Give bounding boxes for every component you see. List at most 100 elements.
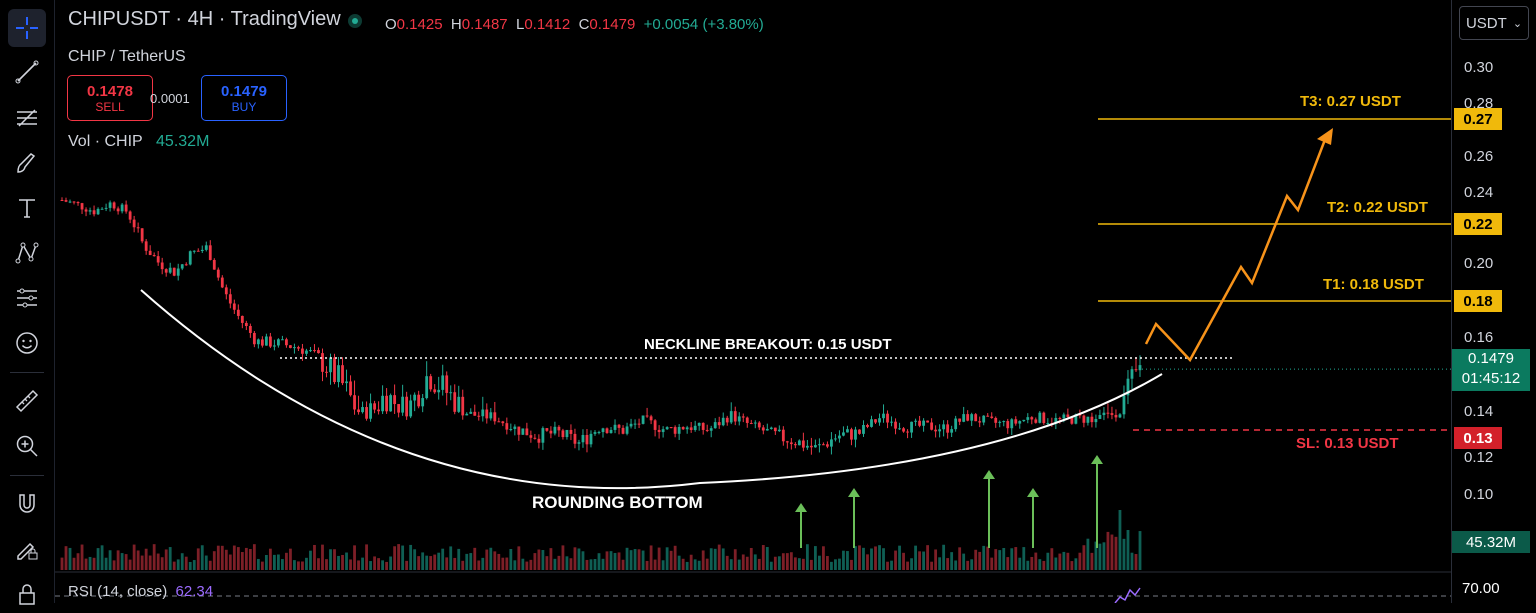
volume-bar [64,546,68,570]
candle-body [104,207,108,209]
volume-bar [260,561,264,570]
candle-body [541,428,545,443]
buy-price: 0.1479 [221,82,267,100]
prediction-icon[interactable] [8,279,46,317]
candle-body [793,444,797,446]
volume-bar [333,549,336,570]
candle-body [260,339,264,346]
candle-body [974,414,978,422]
candle-body [705,429,709,431]
candle-body [813,445,817,448]
volume-bar [84,558,88,570]
volume-bar [473,547,477,570]
volume-bar [701,550,705,570]
candle-body [248,326,252,333]
candle-body [962,414,966,422]
candle-body [765,428,769,431]
volume-bar [353,545,356,570]
zoom-in-icon[interactable] [8,427,46,465]
candle-body [200,249,204,252]
volume-bar [305,557,308,570]
candle-body [152,255,156,257]
fib-icon[interactable] [8,99,46,137]
market-status-icon[interactable] [348,14,362,28]
candle-body [533,437,537,439]
candle-body [737,416,741,422]
candle-body [425,376,429,399]
candle-body [461,396,465,416]
candle-body [513,426,517,429]
buy-label: BUY [231,99,257,114]
volume-bar [1098,543,1102,570]
volume-bar [818,555,821,570]
candle-body [1054,417,1058,424]
candle-body [761,427,765,431]
candle-body [365,407,368,419]
price-axis[interactable]: USDT ⌄ 0.30 0.28 0.26 0.24 0.20 0.16 0.1… [1451,0,1536,603]
neckline-label: NECKLINE BREAKOUT: 0.15 USDT [644,336,892,353]
candle-body [733,411,737,422]
rsi-legend[interactable]: RSI (14, close) 62.34 [68,583,213,600]
volume-bar [998,550,1002,570]
candle-body [1114,414,1118,418]
candle-body [277,339,280,346]
candle-body [725,417,729,423]
pattern-label: ROUNDING BOTTOM [532,493,703,512]
volume-bar [485,549,489,570]
candle-body [645,415,649,417]
target-3-price-tag: 0.27 [1454,108,1502,130]
candle-body [264,336,268,346]
volume-bar [1130,552,1134,570]
candle-body [822,444,825,446]
brush-icon[interactable] [8,144,46,182]
text-icon[interactable] [8,189,46,227]
rsi-label: RSI (14, close) [68,583,168,600]
magnet-icon[interactable] [8,485,46,523]
volume-bar [890,560,893,570]
candle-body [1082,415,1086,423]
chart-title: CHIPUSDT · 4H · TradingView [68,8,341,30]
volume-legend[interactable]: Vol · CHIP 45.32M [68,133,209,151]
toolbar-divider [10,372,44,373]
crosshair-icon[interactable] [8,9,46,47]
candle-body [345,381,348,384]
candle-body [76,202,80,204]
candle-body [769,427,773,429]
candle-body [325,371,328,373]
volume-bar [124,554,128,570]
candle-body [517,426,521,435]
price-chart[interactable] [55,0,1451,603]
lock-icon[interactable] [8,575,46,613]
volume-bar [533,553,537,570]
candle-body [938,429,942,432]
candle-body [621,427,625,434]
candle-body [894,421,897,429]
ruler-icon[interactable] [8,382,46,420]
buy-button[interactable]: 0.1479 BUY [201,75,287,121]
candle-body [309,350,312,352]
volume-spike-arrowhead [983,470,995,479]
candle-body [293,347,296,349]
candle-body [657,429,661,433]
emoji-icon[interactable] [8,324,46,362]
volume-bar [256,558,260,570]
lock-drawing-icon[interactable] [8,530,46,568]
volume-bar [289,548,292,570]
volume-bar [910,558,913,570]
volume-bar [834,559,837,570]
volume-bar [773,556,777,570]
pattern-icon[interactable] [8,234,46,272]
volume-bar [369,561,372,570]
volume-bar [385,561,389,570]
currency-select[interactable]: USDT ⌄ [1459,6,1529,40]
candle-body [289,345,292,348]
candle-body [433,389,437,393]
candle-body [930,422,934,430]
candle-body [1122,395,1126,415]
candle-body [878,418,881,423]
candle-body [401,396,405,413]
trendline-icon[interactable] [8,53,46,91]
candle-body [409,400,413,417]
sell-button[interactable]: 0.1478 SELL [67,75,153,121]
target-2-label: T2: 0.22 USDT [1327,199,1428,216]
